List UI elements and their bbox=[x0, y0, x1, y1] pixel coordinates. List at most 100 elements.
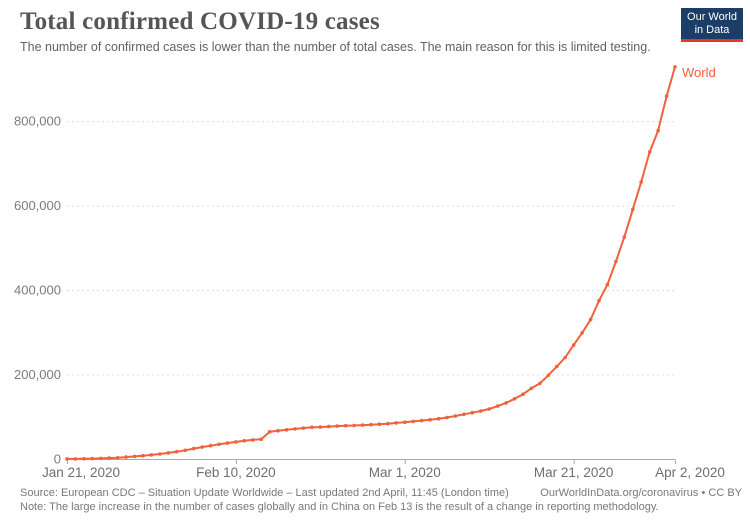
data-point[interactable] bbox=[597, 298, 601, 303]
data-point[interactable] bbox=[141, 453, 145, 458]
data-point[interactable] bbox=[158, 452, 162, 456]
data-point[interactable] bbox=[487, 407, 492, 411]
data-point[interactable] bbox=[377, 422, 382, 427]
data-point[interactable] bbox=[191, 446, 196, 451]
data-point[interactable] bbox=[352, 423, 356, 428]
data-point[interactable] bbox=[512, 397, 517, 401]
data-point[interactable] bbox=[588, 317, 593, 322]
y-tick-label: 800,000 bbox=[14, 114, 61, 129]
data-point[interactable] bbox=[149, 453, 154, 457]
source-row: Source: European CDC – Situation Update … bbox=[20, 486, 742, 500]
x-tick-label: Jan 21, 2020 bbox=[42, 465, 120, 480]
y-axis-labels: 0 200,000 400,000 600,000 800,000 bbox=[14, 114, 61, 467]
data-point[interactable] bbox=[208, 443, 213, 448]
data-point[interactable] bbox=[605, 282, 610, 287]
data-point[interactable] bbox=[318, 425, 323, 429]
data-point[interactable] bbox=[225, 441, 230, 445]
chart-title: Total confirmed COVID-19 cases bbox=[20, 8, 380, 35]
data-point[interactable] bbox=[419, 418, 424, 423]
data-point[interactable] bbox=[242, 439, 247, 443]
data-point[interactable] bbox=[251, 438, 255, 442]
data-point[interactable] bbox=[639, 180, 643, 184]
data-point[interactable] bbox=[546, 373, 551, 378]
data-point[interactable] bbox=[310, 425, 314, 430]
x-tick-label: Mar 1, 2020 bbox=[369, 465, 441, 480]
data-point[interactable] bbox=[124, 455, 128, 459]
data-point[interactable] bbox=[580, 331, 584, 335]
data-point[interactable] bbox=[495, 404, 500, 408]
data-point[interactable] bbox=[403, 420, 407, 425]
data-point[interactable] bbox=[234, 440, 238, 444]
data-point[interactable] bbox=[656, 128, 660, 133]
x-tick-label: Mar 21, 2020 bbox=[534, 465, 614, 480]
data-point[interactable] bbox=[284, 428, 289, 432]
data-point[interactable] bbox=[276, 429, 280, 433]
data-point[interactable] bbox=[411, 419, 416, 424]
chart-footer: Source: European CDC – Situation Update … bbox=[20, 486, 742, 514]
data-point[interactable] bbox=[360, 423, 365, 427]
data-point[interactable] bbox=[428, 417, 432, 422]
data-point[interactable] bbox=[335, 424, 340, 428]
world-series-line[interactable] bbox=[66, 65, 676, 460]
data-point[interactable] bbox=[65, 457, 69, 461]
data-point[interactable] bbox=[521, 392, 525, 397]
data-point[interactable] bbox=[327, 424, 331, 429]
data-point[interactable] bbox=[301, 426, 306, 430]
x-axis-labels: Jan 21, 2020 Feb 10, 2020 Mar 1, 2020 Mar 2… bbox=[42, 465, 725, 480]
data-point[interactable] bbox=[267, 430, 272, 434]
y-tick-label: 200,000 bbox=[14, 367, 61, 382]
data-point[interactable] bbox=[462, 412, 466, 417]
logo-line-2: in Data bbox=[694, 23, 730, 36]
x-axis bbox=[67, 459, 676, 464]
owid-logo[interactable]: Our World in Data bbox=[681, 8, 743, 42]
chart-subtitle: The number of confirmed cases is lower t… bbox=[20, 40, 651, 54]
data-point[interactable] bbox=[436, 416, 441, 421]
data-point[interactable] bbox=[115, 456, 120, 460]
data-point[interactable] bbox=[664, 94, 669, 98]
data-point[interactable] bbox=[504, 401, 508, 405]
data-point[interactable] bbox=[622, 235, 627, 239]
data-point[interactable] bbox=[343, 423, 348, 428]
data-point[interactable] bbox=[183, 448, 187, 453]
data-point[interactable] bbox=[555, 364, 559, 369]
data-point[interactable] bbox=[529, 386, 534, 391]
data-point[interactable] bbox=[90, 456, 95, 461]
chart-header: Total confirmed COVID-19 cases The numbe… bbox=[20, 6, 680, 55]
data-point[interactable] bbox=[479, 409, 483, 413]
note-text: Note: The large increase in the number o… bbox=[20, 501, 659, 513]
data-point[interactable] bbox=[647, 150, 652, 154]
data-point[interactable] bbox=[259, 437, 264, 442]
data-point[interactable] bbox=[394, 421, 399, 425]
data-point[interactable] bbox=[563, 355, 567, 360]
data-point[interactable] bbox=[175, 449, 179, 454]
data-point[interactable] bbox=[453, 414, 458, 418]
y-tick-label: 600,000 bbox=[14, 198, 61, 213]
data-point[interactable] bbox=[538, 381, 542, 386]
data-point[interactable] bbox=[217, 442, 221, 447]
y-tick-label: 400,000 bbox=[14, 283, 61, 298]
data-point[interactable] bbox=[82, 457, 86, 461]
attribution-link[interactable]: OurWorldInData.org/coronavirus • CC BY bbox=[540, 487, 742, 499]
data-point[interactable] bbox=[132, 454, 137, 459]
data-point[interactable] bbox=[99, 456, 103, 461]
data-point[interactable] bbox=[631, 207, 635, 212]
x-tick-label: Feb 10, 2020 bbox=[196, 465, 276, 480]
world-series-label: World bbox=[682, 65, 716, 80]
data-point[interactable] bbox=[614, 259, 618, 264]
data-point[interactable] bbox=[470, 410, 475, 415]
data-point[interactable] bbox=[386, 421, 390, 426]
logo-line-1: Our World bbox=[687, 10, 737, 23]
data-point[interactable] bbox=[200, 445, 204, 449]
data-point[interactable] bbox=[166, 451, 171, 455]
data-point[interactable] bbox=[673, 65, 677, 69]
world-series-points[interactable] bbox=[65, 65, 677, 461]
data-point[interactable] bbox=[293, 427, 297, 431]
data-point[interactable] bbox=[73, 457, 78, 461]
data-point[interactable] bbox=[107, 456, 111, 460]
data-point[interactable] bbox=[445, 415, 449, 420]
data-point[interactable] bbox=[571, 343, 576, 347]
y-gridlines bbox=[67, 121, 675, 376]
data-point[interactable] bbox=[369, 422, 373, 427]
